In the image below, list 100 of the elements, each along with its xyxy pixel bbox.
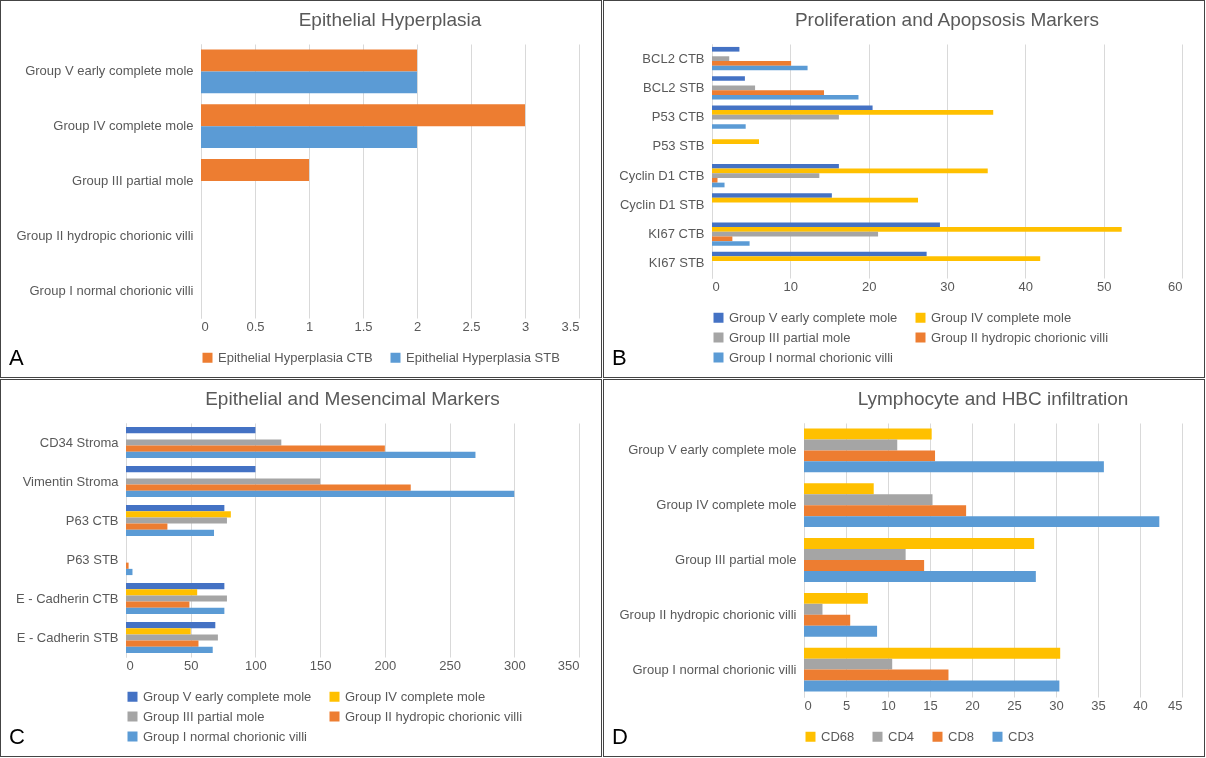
x-tick-label: 300 [503,657,526,673]
bar [712,241,750,246]
bar [804,570,1036,582]
bar [712,227,1122,232]
x-tick-label: 3.5 [561,318,580,334]
y-tick-label: Group I normal chorionic villi [632,661,797,677]
x-tick-label: 0.5 [246,318,265,334]
text: B [612,345,627,371]
legend-label: Group IV complete mole [345,688,486,704]
y-tick-label: Group II hydropic chorionic villi [619,606,797,622]
bar [804,483,874,495]
y-tick-label: Group III partial mole [72,173,194,188]
x-tick-label: 150 [309,657,332,673]
bar [126,517,227,524]
bar [712,90,825,95]
bar [712,56,730,61]
x-tick-label: 25 [1007,697,1022,713]
legend-label: CD3 [1008,728,1035,744]
bar [712,163,839,169]
legend-label: Group II hydropic chorionic villi [931,329,1109,345]
x-tick-label: 0 [804,697,812,713]
bar [126,451,476,459]
x-tick-label: 20 [861,278,877,294]
x-tick-label: 2 [413,318,422,334]
bar [126,595,227,602]
bar [712,94,859,100]
x-tick-label: 5 [842,697,851,713]
bar [804,680,1060,692]
chart-title: Epithelial and Mesencimal Markers [205,388,500,409]
bar [804,549,906,560]
bar [712,60,792,66]
chart-title: Epithelial Hyperplasia [298,9,482,30]
legend-label: Group II hydropic chorionic villi [345,708,523,724]
bar [126,640,199,647]
x-tick-label: 15 [923,697,938,713]
bar [126,582,225,590]
bar [126,465,256,473]
bar [712,173,820,178]
y-tick-label: KI67 STB [648,255,705,271]
x-tick-label: 0 [201,318,209,334]
bar [804,450,936,462]
bar [804,625,878,637]
bar [126,511,231,518]
legend-label: CD4 [888,728,915,744]
chart-title: Lymphocyte and HBC infiltration [857,388,1129,409]
chart-title: Proliferation and Apopsosis Markers [794,9,1100,30]
bar [126,634,218,641]
x-tick-label: 3 [521,318,530,334]
bar [126,490,515,498]
x-tick-label: 45 [1168,697,1183,713]
x-tick-label: 10 [881,697,896,713]
x-tick-label: 35 [1091,697,1106,713]
bar [712,256,1041,262]
bar [712,105,873,111]
y-tick-label: CD34 Stroma [39,434,120,450]
legend-label: Group III partial mole [729,329,851,345]
bar [712,76,745,81]
y-tick-label: P53 CTB [651,109,705,125]
x-tick-label: 50 [1096,278,1112,294]
bar [804,647,1061,659]
text: C [9,724,25,750]
y-tick-label: Group I normal chorionic villi [29,282,194,298]
y-tick-label: P63 CTB [65,512,119,528]
y-tick-label: Cyclin D1 STB [619,196,705,212]
x-tick-label: 0 [126,657,134,673]
x-tick-label: 40 [1133,697,1148,713]
text: A [9,345,24,371]
x-tick-label: 10 [783,278,799,294]
bar [712,177,718,183]
x-tick-label: 50 [183,657,199,673]
bar [804,560,925,571]
bar [804,658,893,670]
y-tick-label: KI67 CTB [648,226,705,242]
bar [804,614,851,626]
legend-label: CD8 [948,728,975,744]
bar [126,484,411,491]
bar [126,621,216,629]
bar [804,592,868,604]
bar [126,601,190,608]
x-tick-label: 100 [245,657,267,673]
x-tick-label: 20 [965,697,980,713]
y-tick-label: Group II hydropic chorionic villi [16,227,194,243]
y-tick-label: E - Cadherin STB [16,629,119,645]
bar [712,46,740,52]
x-tick-label: 200 [374,657,397,673]
bar [126,607,225,615]
x-tick-label: 1.5 [354,318,373,334]
y-tick-label: Group III partial mole [675,552,797,567]
y-tick-label: Group IV complete mole [656,497,797,513]
bar [804,603,823,615]
legend-label: CD68 [821,728,855,744]
x-tick-label: 30 [1049,697,1064,713]
legend-label: Group IV complete mole [931,309,1072,325]
bar [712,236,733,242]
bar [126,529,215,537]
y-tick-label: P63 STB [66,551,119,567]
bar [126,504,225,512]
bar [712,124,746,129]
bar [126,589,198,596]
bar [126,562,129,569]
